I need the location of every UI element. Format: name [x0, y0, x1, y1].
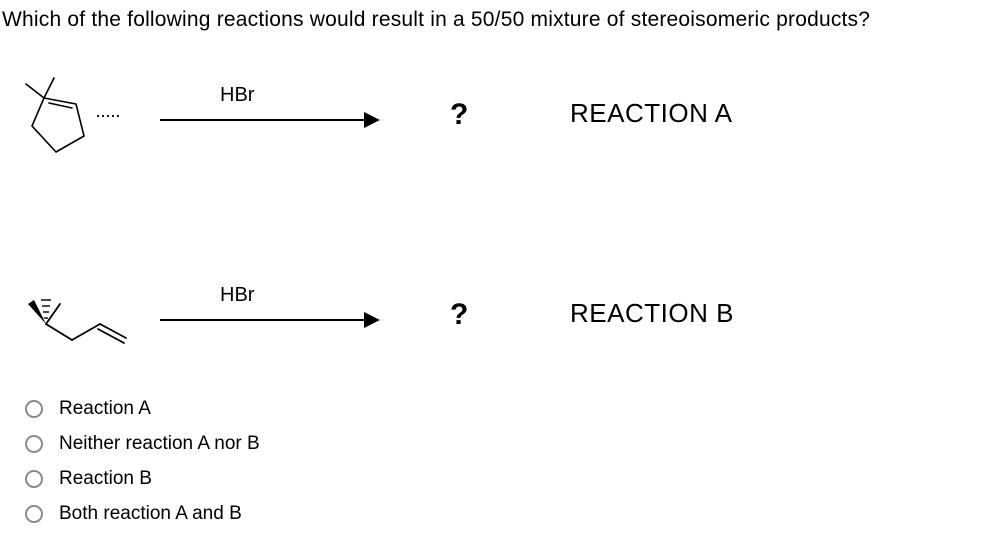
quiz-container: Which of the following reactions would r… — [0, 0, 984, 556]
reaction-a-structure — [6, 70, 126, 180]
reaction-a-product-placeholder: ? — [450, 98, 468, 132]
radio-icon[interactable] — [25, 400, 43, 418]
option-label: Neither reaction A nor B — [59, 433, 260, 455]
option-row[interactable]: Neither reaction A nor B — [25, 433, 260, 455]
reaction-b-product-placeholder: ? — [450, 298, 468, 332]
option-row[interactable]: Reaction A — [25, 398, 260, 420]
radio-icon[interactable] — [25, 470, 43, 488]
option-label: Both reaction A and B — [59, 503, 242, 525]
question-text: Which of the following reactions would r… — [2, 8, 870, 32]
reaction-a-reagent: HBr — [220, 84, 254, 107]
reaction-a-arrow — [160, 110, 380, 130]
option-label: Reaction A — [59, 398, 151, 420]
reaction-b-reagent: HBr — [220, 284, 254, 307]
reaction-b-structure — [6, 270, 126, 380]
reaction-b-arrow — [160, 310, 380, 330]
radio-icon[interactable] — [25, 435, 43, 453]
option-label: Reaction B — [59, 468, 152, 490]
option-row[interactable]: Both reaction A and B — [25, 503, 260, 525]
option-row[interactable]: Reaction B — [25, 468, 260, 490]
reaction-a-label: REACTION A — [570, 98, 732, 129]
radio-icon[interactable] — [25, 505, 43, 523]
answer-options: Reaction A Neither reaction A nor B Reac… — [25, 398, 260, 538]
reaction-b-label: REACTION B — [570, 298, 734, 329]
